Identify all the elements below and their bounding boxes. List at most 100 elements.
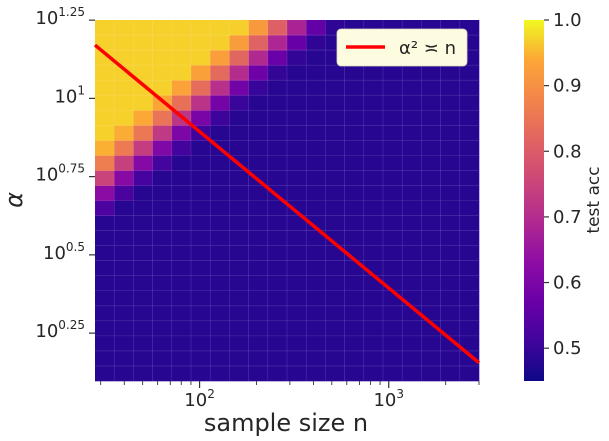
heatmap-cell	[191, 260, 211, 277]
heatmap-cell	[229, 230, 249, 246]
heatmap-cell	[95, 50, 115, 66]
heatmap-cell	[95, 140, 115, 156]
heatmap-cell	[191, 275, 211, 292]
heatmap-cell	[344, 320, 365, 337]
heatmap-cell	[383, 215, 403, 231]
heatmap-cell	[133, 20, 153, 36]
heatmap-cell	[402, 350, 422, 367]
heatmap-cell	[325, 290, 345, 307]
heatmap-cell	[267, 215, 288, 231]
heatmap-cell	[95, 260, 115, 277]
heatmap-cell	[152, 245, 173, 261]
heatmap-cell	[95, 350, 115, 367]
heatmap-cell	[229, 110, 249, 126]
heatmap-cell	[95, 95, 115, 111]
heatmap-cell	[229, 215, 249, 231]
heatmap-cell	[191, 170, 211, 186]
heatmap-cell	[133, 50, 153, 66]
heatmap-cell	[171, 80, 192, 96]
heatmap-cell	[325, 125, 345, 141]
heatmap-cell	[114, 350, 134, 367]
heatmap-cell	[267, 110, 288, 126]
heatmap-cell	[114, 260, 134, 277]
heatmap-cell	[344, 260, 365, 277]
heatmap-cell	[267, 80, 288, 96]
legend-label: α² ≍ n	[399, 38, 456, 59]
heatmap-cell	[171, 65, 192, 81]
heatmap-cell	[171, 245, 192, 261]
heatmap-cell	[267, 50, 288, 66]
heatmap-cell	[383, 155, 403, 171]
heatmap-cell	[229, 245, 249, 261]
heatmap-cell	[459, 365, 480, 382]
heatmap-cell	[306, 185, 326, 201]
heatmap-cell	[267, 155, 288, 171]
heatmap-cell	[459, 290, 480, 307]
x-axis: 102 103	[100, 381, 480, 411]
heatmap-cell	[421, 95, 441, 111]
heatmap-cell	[114, 335, 134, 352]
heatmap-cell	[210, 185, 230, 201]
heatmap-cell	[287, 125, 307, 141]
heatmap-cell	[114, 65, 134, 81]
heatmap-cell	[421, 275, 441, 292]
heatmap-cell	[383, 140, 403, 156]
heatmap-cell	[210, 80, 230, 96]
heatmap-cell	[440, 230, 461, 246]
heatmap-cell	[440, 185, 461, 201]
heatmap-cell	[133, 305, 153, 322]
heatmap-cell	[440, 95, 461, 111]
heatmap-cell	[133, 95, 153, 111]
heatmap-cell	[325, 305, 345, 322]
heatmap-cell	[363, 65, 384, 81]
heatmap-cell	[363, 230, 384, 246]
heatmap-cell	[95, 305, 115, 322]
heatmap-cell	[133, 65, 153, 81]
heatmap-cell	[363, 290, 384, 307]
heatmap-cell	[421, 155, 441, 171]
legend-box	[336, 28, 468, 67]
heatmap-cell	[325, 95, 345, 111]
heatmap-cell	[306, 230, 326, 246]
heatmap-cell	[267, 200, 288, 216]
heatmap-cell	[191, 335, 211, 352]
heatmap-cell	[248, 245, 269, 261]
heatmap-cell	[152, 50, 173, 66]
heatmap-cell	[210, 20, 230, 36]
heatmap-cell	[191, 50, 211, 66]
heatmap-cell	[95, 320, 115, 337]
heatmap-cell	[171, 140, 192, 156]
heatmap-cell	[459, 275, 480, 292]
heatmap-cell	[440, 125, 461, 141]
heatmap-cell	[133, 275, 153, 292]
heatmap-cell	[325, 155, 345, 171]
heatmap-cell	[402, 275, 422, 292]
heatmap-cell	[306, 95, 326, 111]
heatmap-cell	[229, 50, 249, 66]
heatmap-cell	[267, 95, 288, 111]
heatmap-cell	[95, 335, 115, 352]
heatmap-cell	[363, 305, 384, 322]
heatmap-cell	[248, 290, 269, 307]
colorbar-tick-label: 1.0	[553, 10, 582, 31]
heatmap-cell	[459, 335, 480, 352]
heatmap-cell	[171, 170, 192, 186]
heatmap-cell	[421, 320, 441, 337]
heatmap-cell	[325, 320, 345, 337]
y-tick-label: 100.5	[43, 240, 85, 264]
heatmap-cell	[133, 140, 153, 156]
heatmap-cell	[210, 95, 230, 111]
heatmap-cell	[383, 350, 403, 367]
heatmap-cell	[363, 140, 384, 156]
heatmap-cell	[440, 110, 461, 126]
heatmap-cell	[191, 215, 211, 231]
heatmap-cell	[191, 185, 211, 201]
heatmap-cell	[325, 200, 345, 216]
heatmap-cell	[191, 155, 211, 171]
heatmap-cell	[421, 215, 441, 231]
heatmap-cell	[191, 110, 211, 126]
heatmap-cell	[114, 50, 134, 66]
heatmap-cell	[383, 125, 403, 141]
heatmap-cell	[152, 230, 173, 246]
legend: α² ≍ n	[336, 28, 468, 67]
